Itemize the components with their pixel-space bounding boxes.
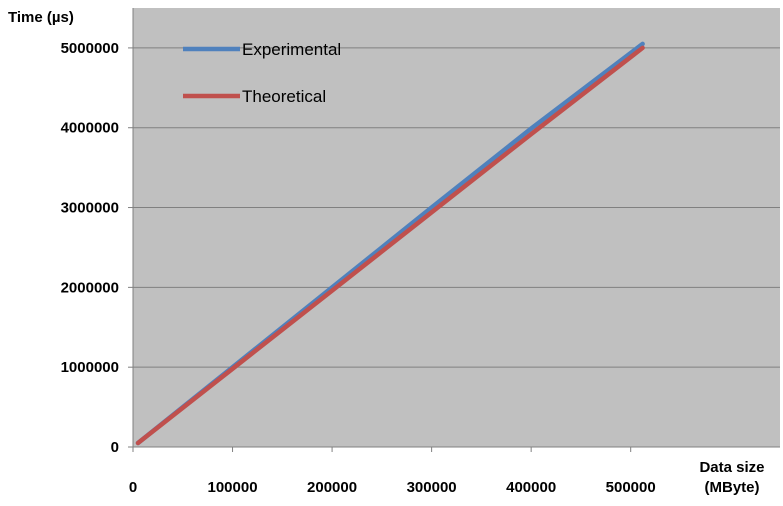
y-tick-label: 1000000 xyxy=(61,359,119,376)
grid-lines xyxy=(133,47,780,368)
plot-area xyxy=(133,8,780,447)
x-axis-ticks: 0 100000 200000 300000 400000 500000 xyxy=(129,447,656,496)
x-tick-label: 0 xyxy=(129,479,137,496)
y-tick-label: 3000000 xyxy=(61,200,119,217)
x-tick-label: 200000 xyxy=(307,479,357,496)
x-tick-label: 100000 xyxy=(208,479,258,496)
x-axis-title: Data size (MByte) xyxy=(684,458,780,498)
y-axis-ticks: 0 1000000 2000000 3000000 4000000 5000000 xyxy=(61,40,133,456)
legend-label-theoretical: Theoretical xyxy=(242,87,326,106)
axes xyxy=(132,8,780,448)
x-axis-title-line1: Data size xyxy=(699,459,765,476)
x-axis-title-line2: (MByte) xyxy=(704,479,760,496)
y-tick-label: 0 xyxy=(111,439,119,456)
legend-label-experimental: Experimental xyxy=(242,40,341,59)
legend: Experimental Theoretical xyxy=(183,40,341,106)
x-tick-label: 300000 xyxy=(407,479,457,496)
y-tick-label: 4000000 xyxy=(61,120,119,137)
series-layer xyxy=(135,41,645,446)
y-tick-label: 5000000 xyxy=(61,40,119,57)
x-tick-label: 400000 xyxy=(506,479,556,496)
x-tick-label: 500000 xyxy=(606,479,656,496)
y-tick-label: 2000000 xyxy=(61,279,119,296)
y-axis-title: Time (µs) xyxy=(8,9,74,26)
series-line-theoretical xyxy=(135,45,645,446)
